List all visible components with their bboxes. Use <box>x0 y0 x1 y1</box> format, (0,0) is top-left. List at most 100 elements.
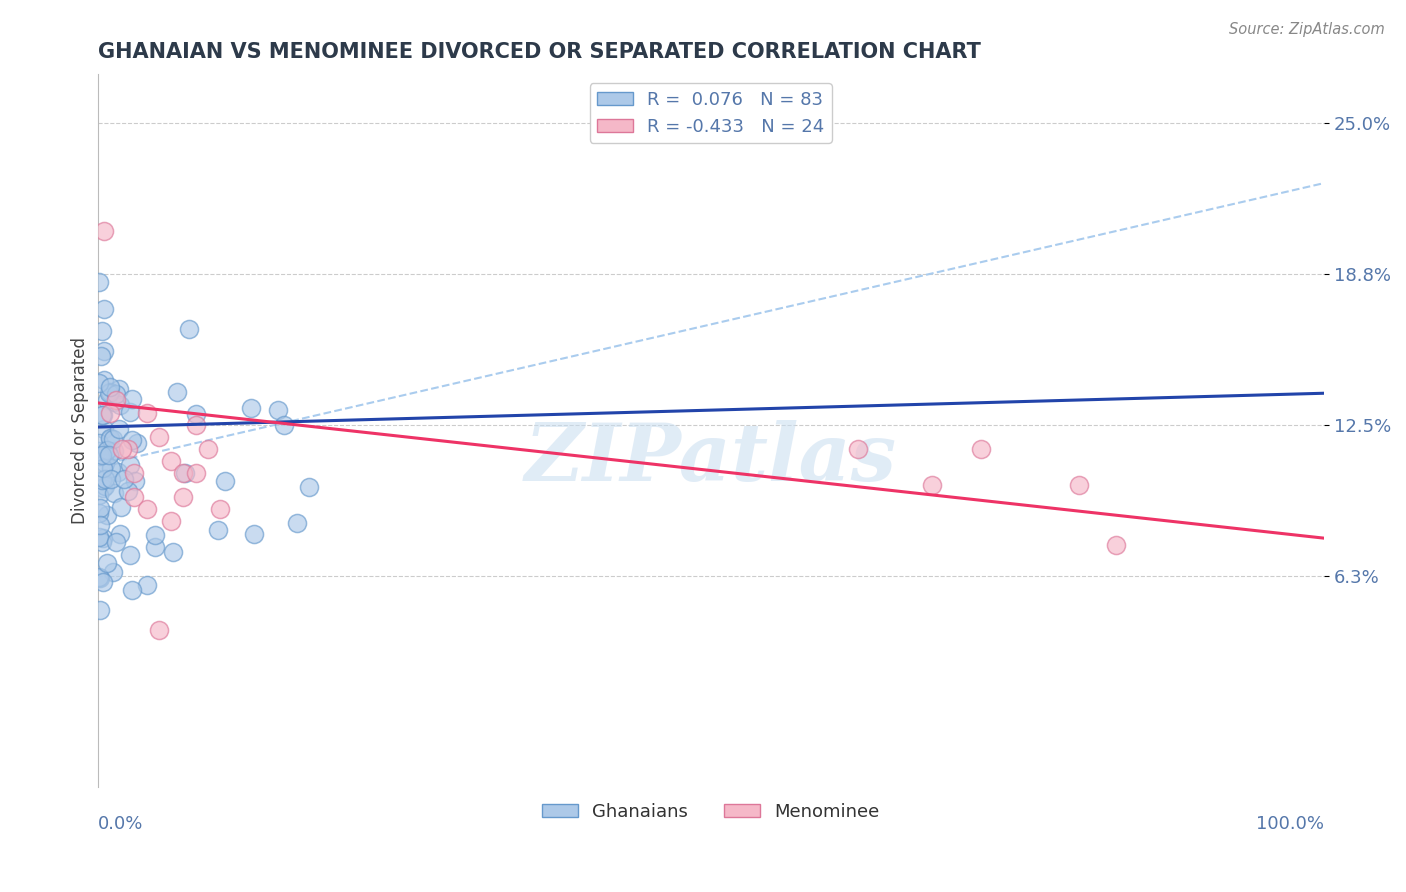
Point <box>87 275 110 289</box>
Point <box>91 531 114 545</box>
Point <box>93 409 115 423</box>
Point <box>184 417 207 432</box>
Point <box>285 516 308 531</box>
Point <box>90 535 112 549</box>
Point <box>98 380 121 394</box>
Point <box>87 376 110 391</box>
Point <box>124 474 146 488</box>
Point <box>207 523 229 537</box>
Point <box>160 454 183 468</box>
Point <box>298 480 321 494</box>
Point <box>172 466 194 480</box>
Point <box>179 322 201 336</box>
Point <box>103 395 125 409</box>
Point <box>148 430 170 444</box>
Point <box>135 406 157 420</box>
Point <box>93 301 115 316</box>
Point <box>110 527 132 541</box>
Point <box>90 448 112 462</box>
Point <box>1104 538 1126 552</box>
Point <box>110 500 132 514</box>
Point <box>121 582 143 597</box>
Point <box>89 501 111 516</box>
Point <box>87 435 110 450</box>
Point <box>273 418 295 433</box>
Point <box>118 549 141 563</box>
Point <box>214 474 236 488</box>
Point <box>107 383 129 397</box>
Point <box>90 349 112 363</box>
Point <box>91 324 114 338</box>
Point <box>172 490 194 504</box>
Point <box>148 623 170 637</box>
Point <box>105 387 128 401</box>
Point <box>240 401 263 415</box>
Point <box>197 442 219 456</box>
Text: Source: ZipAtlas.com: Source: ZipAtlas.com <box>1229 22 1385 37</box>
Point <box>121 434 143 448</box>
Point <box>87 530 110 544</box>
Point <box>184 407 207 421</box>
Point <box>124 466 146 480</box>
Point <box>136 578 159 592</box>
Point <box>104 393 127 408</box>
Point <box>969 442 991 456</box>
Point <box>209 502 232 516</box>
Point <box>93 479 115 493</box>
Point <box>94 471 117 485</box>
Point <box>87 506 110 520</box>
Point <box>89 450 111 464</box>
Point <box>103 433 125 447</box>
Point <box>93 374 115 388</box>
Point <box>100 461 122 475</box>
Point <box>162 545 184 559</box>
Point <box>91 408 114 422</box>
Point <box>1067 478 1090 492</box>
Point <box>135 502 157 516</box>
Point <box>112 471 135 485</box>
Point <box>243 527 266 541</box>
Point <box>108 399 131 413</box>
Point <box>100 444 122 458</box>
Text: 0.0%: 0.0% <box>97 815 143 833</box>
Point <box>107 466 129 480</box>
Point <box>100 431 122 445</box>
Text: 100.0%: 100.0% <box>1256 815 1324 833</box>
Y-axis label: Divorced or Separated: Divorced or Separated <box>72 337 89 524</box>
Point <box>98 406 121 420</box>
Point <box>93 224 115 238</box>
Point <box>921 478 943 492</box>
Point <box>174 466 197 480</box>
Point <box>103 486 125 500</box>
Point <box>103 565 125 579</box>
Point <box>96 393 118 408</box>
Point <box>103 444 125 458</box>
Point <box>96 556 118 570</box>
Point <box>846 442 869 456</box>
Text: ZIPatlas: ZIPatlas <box>524 420 897 498</box>
Point <box>124 490 146 504</box>
Point <box>118 458 141 472</box>
Legend: Ghanaians, Menominee: Ghanaians, Menominee <box>534 796 887 828</box>
Point <box>160 514 183 528</box>
Point <box>143 528 166 542</box>
Point <box>93 343 115 358</box>
Point <box>94 456 117 470</box>
Point <box>93 461 115 475</box>
Point <box>87 570 110 584</box>
Point <box>117 442 139 456</box>
Point <box>96 508 118 522</box>
Point <box>89 517 111 532</box>
Point <box>87 488 110 502</box>
Point <box>108 422 131 436</box>
Text: GHANAIAN VS MENOMINEE DIVORCED OR SEPARATED CORRELATION CHART: GHANAIAN VS MENOMINEE DIVORCED OR SEPARA… <box>97 42 980 62</box>
Point <box>96 442 118 457</box>
Point <box>111 442 134 456</box>
Point <box>98 432 121 446</box>
Point <box>100 472 122 486</box>
Point <box>90 473 112 487</box>
Point <box>105 535 128 549</box>
Point <box>93 422 115 436</box>
Point <box>143 541 166 555</box>
Point <box>120 405 142 419</box>
